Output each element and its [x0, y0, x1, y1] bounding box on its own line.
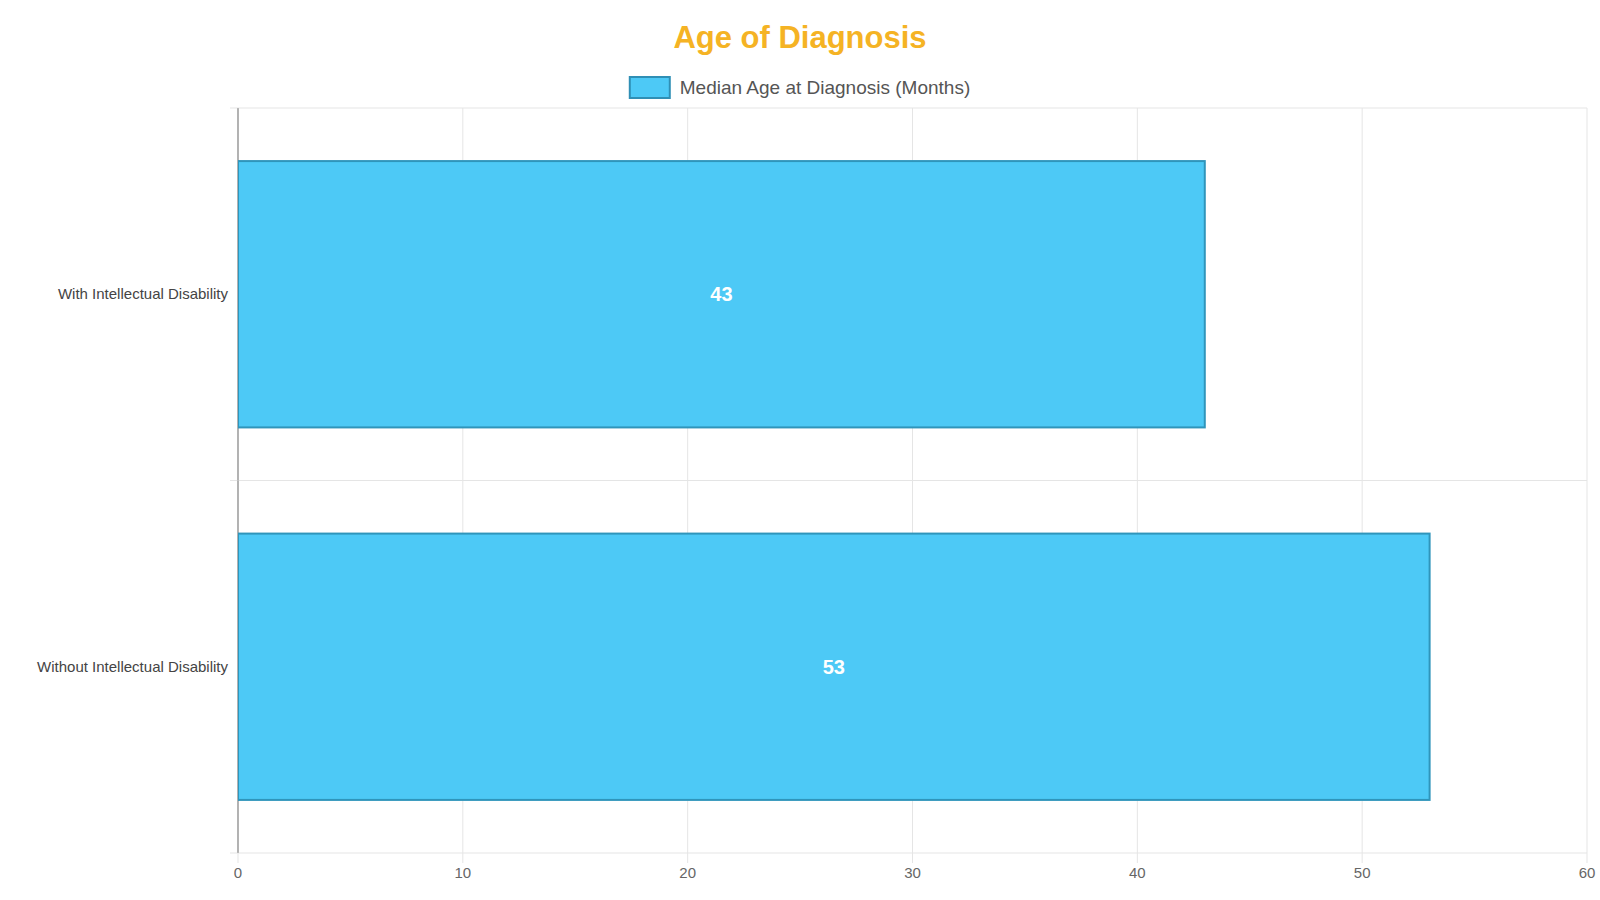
grid: 0 10 20 30 40 50 60 [230, 108, 1595, 881]
tick-mark [1587, 853, 1588, 863]
x-tick-label: 0 [234, 864, 242, 881]
chart-title: Age of Diagnosis [673, 20, 926, 55]
y-tick-label: With Intellectual Disability [58, 285, 229, 302]
legend: Median Age at Diagnosis (Months) [630, 77, 970, 98]
tick-mark [687, 853, 688, 863]
tick-mark [1137, 853, 1138, 863]
x-tick-label: 10 [454, 864, 471, 881]
x-tick-label: 40 [1129, 864, 1146, 881]
tick-mark [462, 853, 463, 863]
bar [238, 534, 1430, 800]
chart-svg: Age of Diagnosis Median Age at Diagnosis … [0, 0, 1600, 900]
tick-mark [238, 853, 239, 863]
chart-container: Age of Diagnosis Median Age at Diagnosis … [0, 0, 1600, 900]
legend-label: Median Age at Diagnosis (Months) [680, 77, 970, 98]
legend-swatch [630, 77, 670, 98]
tick-mark [912, 853, 913, 863]
tick-mark [1362, 853, 1363, 863]
data-label: 53 [823, 656, 845, 678]
bar [238, 161, 1205, 427]
x-tick-label: 30 [904, 864, 921, 881]
category-grid-line [230, 108, 1587, 109]
category-grid-line [230, 853, 1587, 854]
data-labels: 43 53 [710, 283, 845, 678]
y-tick-label: Without Intellectual Disability [37, 658, 228, 675]
x-tick-label: 60 [1579, 864, 1596, 881]
bars [238, 161, 1430, 800]
category-grid-line [230, 480, 1587, 481]
x-tick-label: 20 [679, 864, 696, 881]
x-tick-label: 50 [1354, 864, 1371, 881]
data-label: 43 [710, 283, 732, 305]
